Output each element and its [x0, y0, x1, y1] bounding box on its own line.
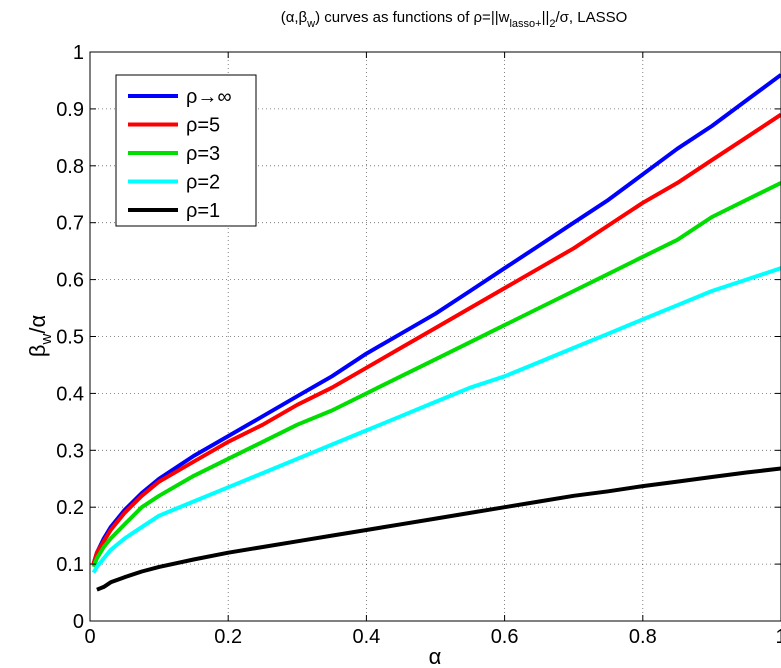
y-tick-label: 0.4	[56, 383, 84, 405]
legend: ρ→∞ ρ=5 ρ=3 ρ=2 ρ=1	[115, 74, 257, 227]
y-tick-label: 0.9	[56, 99, 84, 121]
chart-title: (α,βw) curves as functions of ρ=||wlasso…	[281, 9, 628, 30]
y-tick-label: 0.1	[56, 554, 84, 576]
x-tick-labels: 0 0.2 0.4 0.6 0.8 1	[84, 626, 781, 648]
y-tick-label: 0	[73, 611, 84, 633]
y-tick-labels: 0 0.1 0.2 0.3 0.4 0.5 0.6 0.7 0.8 0.9 1	[56, 42, 84, 633]
y-tick-label: 0.5	[56, 327, 84, 349]
series-line-3	[91, 181, 781, 568]
x-tick-label: 0	[84, 626, 95, 648]
x-tick-label: 0.4	[352, 626, 380, 648]
x-tick-label: 1	[775, 626, 781, 648]
y-tick-label: 1	[73, 42, 84, 64]
legend-label-4: ρ=2	[186, 172, 220, 194]
x-tick-label: 0.2	[214, 626, 242, 648]
legend-label-3: ρ=3	[186, 143, 220, 165]
y-tick-label: 0.7	[56, 213, 84, 235]
series-line-2	[91, 112, 781, 565]
x-axis-label: α	[429, 644, 442, 668]
y-tick-label: 0.6	[56, 270, 84, 292]
legend-box	[115, 74, 257, 227]
series-line-1	[91, 73, 781, 565]
legend-label-5: ρ=1	[186, 200, 220, 222]
grid	[90, 52, 781, 621]
axis-ticks	[89, 51, 781, 622]
series-lines	[91, 73, 781, 592]
legend-label-2: ρ=5	[186, 115, 220, 137]
y-tick-label: 0.2	[56, 497, 84, 519]
x-tick-label: 0.8	[629, 626, 657, 648]
y-tick-label: 0.3	[56, 440, 84, 462]
y-tick-label: 0.8	[56, 156, 84, 178]
series-line-4	[91, 266, 781, 574]
series-line-5	[96, 466, 781, 592]
y-axis-label: βw/α	[25, 315, 55, 358]
legend-label-1: ρ→∞	[186, 86, 232, 108]
x-tick-label: 0.6	[491, 626, 519, 648]
